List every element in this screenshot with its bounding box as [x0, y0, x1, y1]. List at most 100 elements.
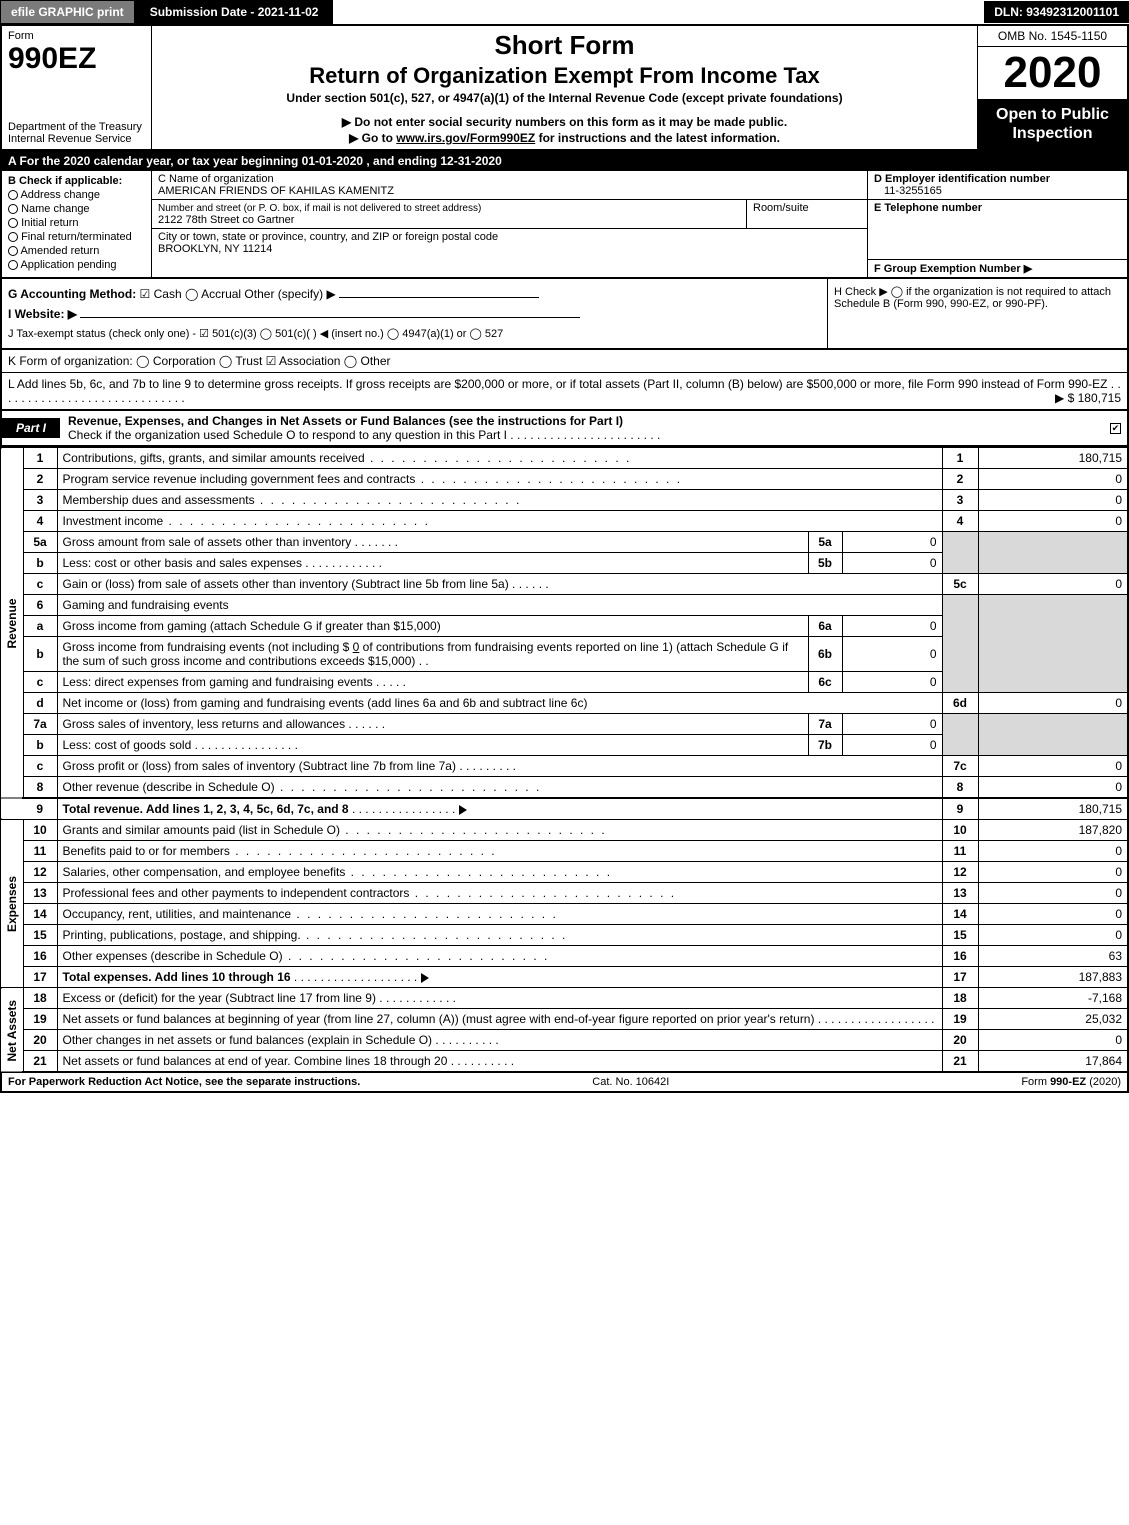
line-7a-no: 7a [23, 714, 57, 735]
line-5b-subamt: 0 [842, 553, 942, 574]
g-accounting-method: G Accounting Method: ☑ Cash ◯ Accrual Ot… [8, 287, 821, 301]
line-6a-sub: 6a [808, 616, 842, 637]
line-2-num: 2 [942, 469, 978, 490]
header-right: OMB No. 1545-1150 2020 Open to Public In… [977, 26, 1127, 149]
check-address-change[interactable]: Address change [8, 189, 145, 201]
line-19-amt: 25,032 [978, 1009, 1128, 1030]
line-7b-sub: 7b [808, 735, 842, 756]
line-13-no: 13 [23, 883, 57, 904]
line-4-amt: 0 [978, 511, 1128, 532]
line-6b-subamt: 0 [842, 637, 942, 672]
line-21-desc: Net assets or fund balances at end of ye… [63, 1054, 448, 1068]
efile-print-button[interactable]: efile GRAPHIC print [0, 0, 135, 24]
line-13-amt: 0 [978, 883, 1128, 904]
line-5c-no: c [23, 574, 57, 595]
line-17-num: 17 [942, 967, 978, 988]
catalog-number: Cat. No. 10642I [592, 1076, 669, 1088]
line-18-desc: Excess or (deficit) for the year (Subtra… [63, 991, 376, 1005]
line-6a-no: a [23, 616, 57, 637]
irs-link[interactable]: www.irs.gov/Form990EZ [396, 131, 535, 145]
check-final-return[interactable]: Final return/terminated [8, 231, 145, 243]
department-label: Department of the Treasury Internal Reve… [8, 121, 145, 145]
line-11-num: 11 [942, 841, 978, 862]
g-options[interactable]: ☑ Cash ◯ Accrual Other (specify) ▶ [140, 287, 336, 301]
c-name-label: C Name of organization [158, 173, 274, 185]
check-name-change[interactable]: Name change [8, 203, 145, 215]
line-15-desc: Printing, publications, postage, and shi… [63, 928, 301, 942]
line-10-amt: 187,820 [978, 820, 1128, 841]
line-5b-no: b [23, 553, 57, 574]
line-12-num: 12 [942, 862, 978, 883]
line-8-amt: 0 [978, 777, 1128, 799]
check-amended-return[interactable]: Amended return [8, 245, 145, 257]
l-text: L Add lines 5b, 6c, and 7b to line 9 to … [8, 377, 1107, 391]
j-tax-exempt-status[interactable]: J Tax-exempt status (check only one) - ☑… [8, 327, 821, 340]
h-schedule-b[interactable]: H Check ▶ ◯ if the organization is not r… [827, 279, 1127, 348]
i-label: I Website: ▶ [8, 307, 77, 321]
line-17-no: 17 [23, 967, 57, 988]
line-8-desc: Other revenue (describe in Schedule O) [63, 780, 275, 794]
line-12-no: 12 [23, 862, 57, 883]
l-gross-receipts: L Add lines 5b, 6c, and 7b to line 9 to … [0, 373, 1129, 411]
line-5c-amt: 0 [978, 574, 1128, 595]
netassets-group-label: Net Assets [1, 988, 23, 1073]
k-form-of-organization[interactable]: K Form of organization: ◯ Corporation ◯ … [0, 350, 1129, 373]
goto-suffix: for instructions and the latest informat… [535, 131, 780, 145]
line-15-no: 15 [23, 925, 57, 946]
line-4-no: 4 [23, 511, 57, 532]
line-16-num: 16 [942, 946, 978, 967]
form-label: Form [8, 30, 145, 42]
line-14-amt: 0 [978, 904, 1128, 925]
line-5a-no: 5a [23, 532, 57, 553]
goto-prefix: ▶ Go to [349, 131, 396, 145]
line-6d-num: 6d [942, 693, 978, 714]
gray-cell-6 [942, 595, 978, 693]
section-ghij: G Accounting Method: ☑ Cash ◯ Accrual Ot… [0, 279, 1129, 350]
line-21-num: 21 [942, 1051, 978, 1073]
line-7a-sub: 7a [808, 714, 842, 735]
form-header: Form 990EZ Department of the Treasury In… [0, 26, 1129, 151]
org-name: AMERICAN FRIENDS OF KAHILAS KAMENITZ [158, 185, 394, 197]
top-bar: efile GRAPHIC print Submission Date - 20… [0, 0, 1129, 26]
f-group-exemption-label: F Group Exemption Number ▶ [874, 263, 1032, 275]
line-8-no: 8 [23, 777, 57, 799]
line-11-desc: Benefits paid to or for members [63, 844, 230, 858]
part1-header: Part I Revenue, Expenses, and Changes in… [0, 411, 1129, 447]
line-6b-desc1: Gross income from fundraising events (no… [63, 640, 353, 654]
line-19-desc: Net assets or fund balances at beginning… [63, 1012, 815, 1026]
line-6c-sub: 6c [808, 672, 842, 693]
line-7b-desc: Less: cost of goods sold [63, 738, 192, 752]
check-application-pending[interactable]: Application pending [8, 259, 145, 271]
dln-label: DLN: 93492312001101 [984, 1, 1129, 23]
line-6b-sub: 6b [808, 637, 842, 672]
gray-amt-7 [978, 714, 1128, 756]
line-9-num: 9 [942, 798, 978, 820]
tax-year: 2020 [978, 47, 1127, 99]
part1-schedule-o-checkbox[interactable]: ✔ [1110, 423, 1121, 434]
d-label: D Employer identification number [874, 173, 1050, 185]
expenses-group-label: Expenses [1, 820, 23, 988]
form-version: Form 990-EZ (2020) [1021, 1076, 1121, 1088]
line-7c-amt: 0 [978, 756, 1128, 777]
open-public-inspection: Open to Public Inspection [978, 99, 1127, 149]
line-5c-num: 5c [942, 574, 978, 595]
line-21-no: 21 [23, 1051, 57, 1073]
check-initial-return[interactable]: Initial return [8, 217, 145, 229]
line-5b-sub: 5b [808, 553, 842, 574]
line-a-tax-year: A For the 2020 calendar year, or tax yea… [0, 151, 1129, 171]
line-19-no: 19 [23, 1009, 57, 1030]
line-10-desc: Grants and similar amounts paid (list in… [63, 823, 340, 837]
dept-treasury: Department of the Treasury [8, 121, 142, 133]
line-4-desc: Investment income [63, 514, 164, 528]
submission-date-badge: Submission Date - 2021-11-02 [135, 0, 334, 24]
line-16-no: 16 [23, 946, 57, 967]
line-1-desc: Contributions, gifts, grants, and simila… [63, 451, 365, 465]
gray-amt-5 [978, 532, 1128, 574]
roomsuite-label: Room/suite [747, 200, 867, 228]
gray-cell-5 [942, 532, 978, 574]
triangle-icon [459, 805, 467, 815]
line-9-no: 9 [23, 798, 57, 820]
line-16-amt: 63 [978, 946, 1128, 967]
line-11-no: 11 [23, 841, 57, 862]
street-label: Number and street (or P. O. box, if mail… [158, 203, 481, 214]
